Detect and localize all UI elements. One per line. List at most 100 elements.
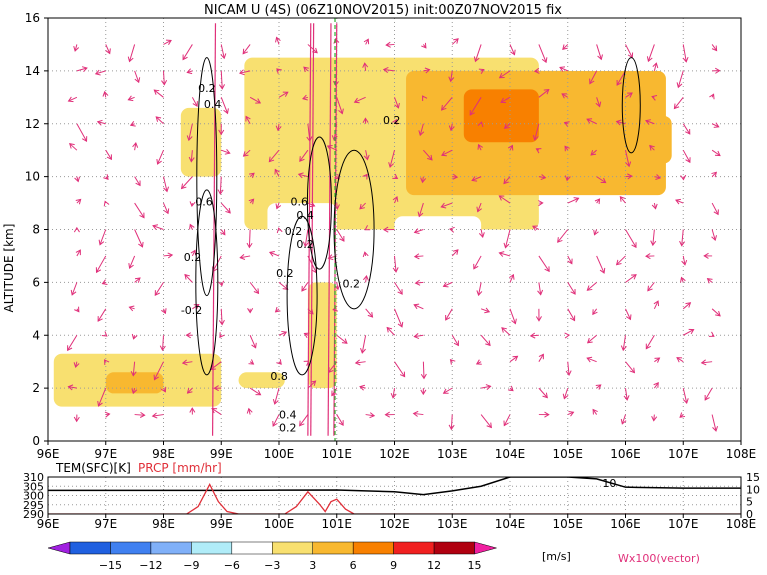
wind-vector-head (275, 36, 281, 43)
colorbar-unit: [m/s] (542, 550, 571, 563)
contour-line (306, 136, 332, 270)
colorbar-swatch (433, 541, 475, 555)
shaded-regions (53, 18, 741, 407)
wind-vector (414, 229, 424, 233)
colorbar-swatch (110, 541, 152, 555)
contour-label: 0.4 (279, 409, 297, 422)
wind-vector-head (631, 242, 637, 249)
temp-tick-label: 295 (23, 499, 44, 512)
wind-vector-head (181, 359, 188, 366)
wind-vector-head (711, 45, 718, 52)
x-tick-label: 102E (379, 517, 410, 531)
wind-vector (509, 308, 516, 324)
wind-vector (220, 97, 229, 114)
wind-vector (621, 414, 626, 425)
x-tick-label: 98E (152, 447, 175, 461)
wind-vector (478, 144, 482, 151)
wind-vector (450, 123, 453, 131)
wind-vector-head (685, 302, 692, 308)
wind-vector-head (362, 62, 369, 68)
wind-vector (188, 123, 193, 141)
wind-vector-head (70, 289, 77, 296)
wind-vector (711, 229, 716, 241)
wind-vector-head (485, 340, 491, 347)
wind-vector-head (452, 173, 459, 180)
colorbar-swatch (231, 541, 273, 555)
wind-vector-head (103, 200, 110, 207)
wind-vector (586, 357, 597, 363)
wind-vector-head (498, 195, 505, 201)
wind-vector (220, 44, 225, 59)
contour-line (333, 149, 375, 310)
wind-vector-head (532, 225, 538, 231)
colorbar-tick-label: −6 (224, 559, 240, 572)
wind-vector-head (139, 411, 146, 418)
wind-vector (268, 149, 280, 162)
wind-vector (587, 334, 597, 344)
wind-vector-head (700, 359, 707, 366)
wind-vector-head (709, 93, 715, 100)
shaded-region (180, 107, 222, 177)
wind-vector-head (713, 209, 719, 216)
contour-label: 0.2 (383, 114, 401, 127)
colorbar-swatch (69, 541, 111, 555)
contour-label: 0.2 (296, 238, 314, 251)
wind-vector (219, 176, 222, 194)
wind-vector-head (101, 331, 108, 337)
wind-vector (394, 361, 406, 377)
wind-vector (361, 335, 367, 353)
wind-vector-head (453, 340, 459, 347)
wind-vector-head (192, 101, 198, 107)
wind-vector (105, 44, 111, 54)
wind-vector-head (420, 177, 427, 184)
wind-vector (182, 44, 193, 60)
wind-vector (394, 196, 398, 204)
wind-vector-head (327, 254, 334, 261)
wind-vector (478, 282, 482, 296)
wind-vector (242, 44, 251, 55)
wind-vector (677, 70, 684, 88)
wind-vector (504, 229, 511, 248)
wind-vector-head (105, 48, 111, 55)
wind-vector (509, 274, 514, 283)
wind-vector (682, 123, 691, 135)
wind-vector (276, 37, 280, 45)
wind-vector-head (246, 407, 253, 414)
wind-vector-head (595, 101, 602, 108)
wind-vector (413, 412, 424, 416)
wind-vector-head (67, 384, 74, 391)
wind-vector-head (242, 48, 248, 55)
wind-vector-head (503, 420, 509, 427)
colorbar-swatch (393, 541, 435, 555)
wind-vector-head (679, 412, 686, 418)
wind-vector-head (420, 389, 427, 396)
wind-vector-head (620, 345, 627, 352)
wind-vector-head (364, 225, 371, 231)
wind-vector-head (276, 359, 282, 365)
wind-vector-head (594, 198, 601, 205)
colorbar-tick-label: 6 (350, 559, 357, 572)
wind-vector-head (67, 96, 74, 103)
wind-vector-head (275, 203, 282, 210)
wind-vector-head (651, 94, 658, 101)
wind-vector (499, 252, 511, 257)
wind-vector (563, 387, 569, 399)
wind-vector (365, 150, 369, 160)
wind-vector-head (390, 392, 397, 399)
wind-vector (704, 387, 713, 401)
shaded-region (76, 255, 135, 296)
wind-vector-head (626, 314, 632, 321)
wind-vector (299, 149, 309, 162)
wind-vector-head (242, 151, 249, 157)
wind-vector-head (397, 321, 404, 328)
wind-vector-head (500, 97, 507, 104)
wind-vector (152, 225, 164, 230)
wind-vector-head (239, 254, 246, 260)
wind-vector-head (427, 154, 433, 161)
wind-vector (675, 199, 684, 204)
wind-vector (625, 274, 637, 283)
wind-vector-head (486, 422, 492, 429)
wind-vector (240, 255, 251, 259)
wind-vector (269, 251, 280, 257)
wind-vector (441, 96, 453, 111)
